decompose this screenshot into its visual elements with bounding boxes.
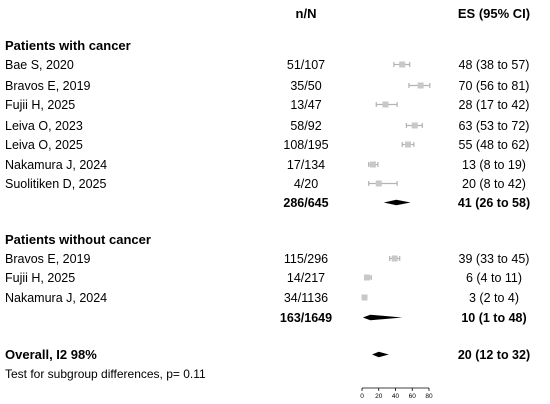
x-tick-label: 60	[409, 393, 417, 400]
x-tick-label: 80	[425, 393, 433, 400]
study-ci-marker	[375, 101, 398, 108]
study-name: Nakamura J, 2024	[5, 158, 107, 172]
study-name: Bravos E, 2019	[5, 79, 91, 93]
study-effect-size: 6 (4 to 11)	[466, 271, 522, 285]
study-effect-size: 70 (56 to 81)	[459, 79, 530, 93]
x-tick-label: 20	[375, 393, 383, 400]
pooled-effect-size: 41 (26 to 58)	[458, 196, 530, 210]
study-name: Leiva O, 2025	[5, 138, 83, 152]
study-name: Leiva O, 2023	[5, 119, 83, 133]
study-ci-marker	[368, 161, 379, 168]
study-name: Fujii H, 2025	[5, 98, 75, 112]
pooled-n-over-N: 163/1649	[280, 311, 332, 325]
pooled-diamond	[383, 199, 411, 206]
study-ci-marker	[408, 82, 431, 89]
study-n-over-N: 34/1136	[284, 291, 328, 305]
header-effect-size: ES (95% CI)	[458, 6, 530, 21]
study-n-over-N: 58/92	[290, 119, 321, 133]
study-effect-size: 48 (38 to 57)	[459, 58, 530, 72]
study-effect-size: 63 (53 to 72)	[459, 119, 530, 133]
study-ci-marker	[393, 61, 411, 68]
study-effect-size: 13 (8 to 19)	[462, 158, 526, 172]
study-name: Suolitiken D, 2025	[5, 177, 107, 191]
forest-rows: Patients with cancer Bae S, 2020 51/107 48 …	[5, 38, 530, 381]
study-ci-marker	[389, 255, 401, 262]
study-n-over-N: 13/47	[290, 98, 321, 112]
study-effect-size: 20 (8 to 42)	[462, 177, 526, 191]
study-ci-marker	[401, 141, 415, 148]
subgroup-test-text: Test for subgroup differences, p= 0.11	[5, 367, 206, 381]
study-name: Bae S, 2020	[5, 58, 74, 72]
group-with-cancer-heading: Patients with cancer	[5, 38, 131, 53]
overall-label: Overall, I2 98%	[5, 347, 97, 362]
study-n-over-N: 17/134	[287, 158, 325, 172]
group-without-cancer-heading: Patients without cancer	[5, 232, 151, 247]
study-effect-size: 3 (2 to 4)	[469, 291, 519, 305]
study-n-over-N: 108/195	[283, 138, 328, 152]
study-n-over-N: 14/217	[287, 271, 325, 285]
overall-effect-size: 20 (12 to 32)	[458, 348, 530, 362]
study-ci-marker	[364, 274, 372, 281]
x-tick-label: 40	[392, 393, 400, 400]
study-name: Fujii H, 2025	[5, 271, 75, 285]
x-tick-label: 0	[360, 393, 364, 400]
pooled-effect-size: 10 (1 to 48)	[461, 311, 526, 325]
header-n-over-N: n/N	[296, 6, 317, 21]
overall-diamond	[372, 351, 389, 358]
x-axis: 0 20 40 60 80	[360, 387, 433, 400]
study-effect-size: 55 (48 to 62)	[459, 138, 530, 152]
study-ci-marker	[361, 294, 368, 301]
study-effect-size: 39 (33 to 45)	[459, 252, 530, 266]
pooled-n-over-N: 286/645	[283, 196, 328, 210]
study-name: Nakamura J, 2024	[5, 291, 107, 305]
study-n-over-N: 35/50	[290, 79, 321, 93]
study-effect-size: 28 (17 to 42)	[459, 98, 530, 112]
study-n-over-N: 115/296	[284, 252, 328, 266]
study-ci-marker	[405, 122, 423, 129]
study-name: Bravos E, 2019	[5, 252, 91, 266]
study-ci-marker	[368, 180, 398, 187]
pooled-diamond	[362, 314, 403, 321]
study-n-over-N: 51/107	[287, 58, 325, 72]
study-n-over-N: 4/20	[294, 177, 318, 191]
